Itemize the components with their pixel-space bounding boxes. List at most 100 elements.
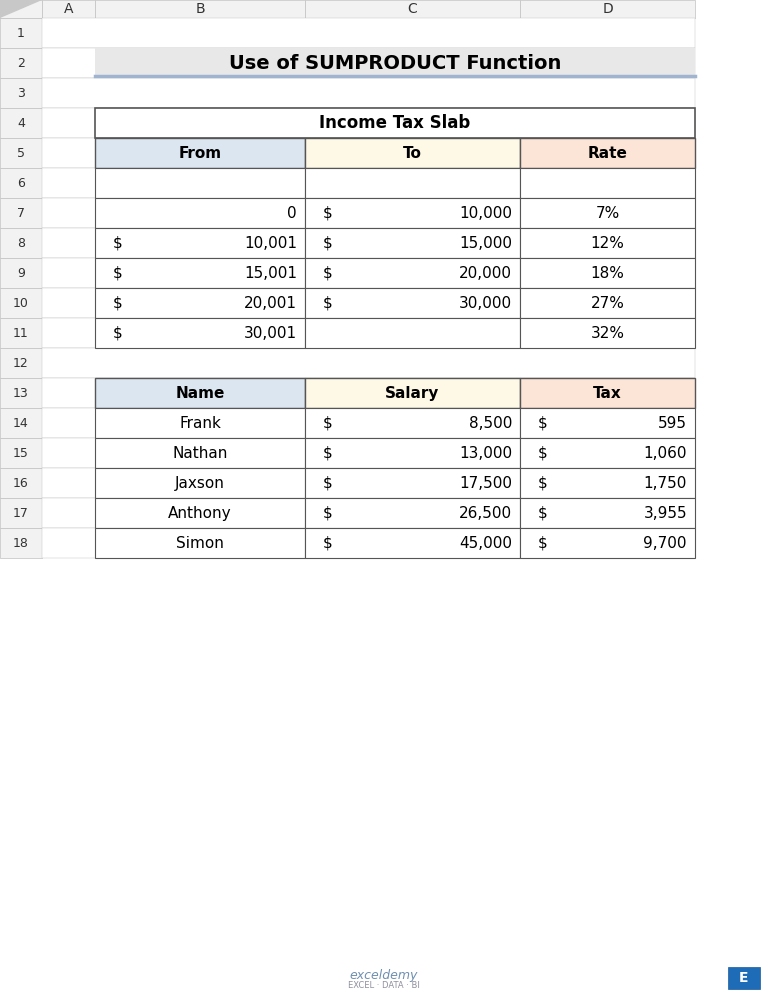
- Bar: [520, 378, 695, 408]
- Text: 15,001: 15,001: [244, 265, 297, 281]
- Text: D: D: [602, 2, 613, 16]
- Bar: [0, 318, 42, 348]
- Text: Anthony: Anthony: [168, 505, 232, 520]
- Text: 7: 7: [17, 207, 25, 219]
- Bar: [95, 378, 305, 408]
- Bar: [520, 258, 695, 288]
- Text: $: $: [113, 296, 123, 311]
- Text: 8,500: 8,500: [468, 415, 512, 431]
- Bar: [42, 348, 695, 378]
- Text: C: C: [408, 2, 417, 16]
- Text: 5: 5: [17, 147, 25, 160]
- Bar: [95, 138, 305, 168]
- Bar: [305, 378, 520, 408]
- Bar: [42, 198, 695, 228]
- Bar: [95, 228, 305, 258]
- Text: Tax: Tax: [593, 385, 622, 400]
- Text: exceldemy: exceldemy: [349, 968, 419, 981]
- Bar: [305, 318, 520, 348]
- Text: 20,000: 20,000: [459, 265, 512, 281]
- Bar: [95, 468, 305, 498]
- Bar: [95, 498, 305, 528]
- Text: B: B: [195, 2, 205, 16]
- Bar: [95, 168, 305, 198]
- Bar: [95, 258, 305, 288]
- Text: 13: 13: [13, 386, 29, 399]
- Bar: [42, 168, 695, 198]
- Bar: [95, 408, 305, 438]
- Bar: [305, 468, 520, 498]
- Text: $: $: [323, 415, 333, 431]
- Bar: [520, 138, 695, 168]
- Bar: [0, 138, 42, 168]
- Text: 0: 0: [287, 206, 297, 220]
- Text: 26,500: 26,500: [458, 505, 512, 520]
- Bar: [0, 0, 42, 18]
- Bar: [305, 528, 520, 558]
- Bar: [520, 198, 695, 228]
- Bar: [305, 168, 520, 198]
- Text: Name: Name: [175, 385, 225, 400]
- Text: 4: 4: [17, 116, 25, 129]
- Text: 15: 15: [13, 447, 29, 460]
- Text: 18: 18: [13, 536, 29, 549]
- Text: 16: 16: [13, 477, 29, 490]
- Bar: [0, 108, 42, 138]
- Text: Nathan: Nathan: [172, 446, 227, 461]
- Text: 6: 6: [17, 177, 25, 190]
- Bar: [520, 408, 695, 438]
- Text: 13,000: 13,000: [458, 446, 512, 461]
- Bar: [42, 378, 695, 408]
- Bar: [305, 228, 520, 258]
- Bar: [95, 198, 305, 228]
- Bar: [42, 258, 695, 288]
- Bar: [520, 468, 695, 498]
- Text: 10: 10: [13, 297, 29, 310]
- Bar: [0, 528, 42, 558]
- Text: 10,001: 10,001: [244, 235, 297, 250]
- Text: 30,001: 30,001: [244, 326, 297, 341]
- Bar: [0, 78, 42, 108]
- Bar: [42, 528, 695, 558]
- Bar: [42, 498, 695, 528]
- Bar: [42, 408, 695, 438]
- Text: 30,000: 30,000: [458, 296, 512, 311]
- Text: 27%: 27%: [591, 296, 624, 311]
- Text: $: $: [323, 446, 333, 461]
- Text: To: To: [403, 146, 422, 161]
- Text: Simon: Simon: [176, 535, 224, 550]
- Text: 12: 12: [13, 356, 29, 369]
- Bar: [95, 0, 305, 18]
- Bar: [42, 228, 695, 258]
- Text: 11: 11: [13, 327, 29, 340]
- Bar: [42, 468, 695, 498]
- Text: $: $: [113, 265, 123, 281]
- Bar: [305, 258, 520, 288]
- Text: $: $: [538, 415, 548, 431]
- Bar: [520, 318, 695, 348]
- Text: 1,750: 1,750: [644, 476, 687, 491]
- Bar: [0, 228, 42, 258]
- Bar: [42, 0, 95, 18]
- Bar: [42, 288, 695, 318]
- Text: $: $: [538, 446, 548, 461]
- Text: 20,001: 20,001: [244, 296, 297, 311]
- Text: $: $: [323, 265, 333, 281]
- Bar: [0, 498, 42, 528]
- Bar: [520, 168, 695, 198]
- Text: 595: 595: [658, 415, 687, 431]
- Text: 3,955: 3,955: [644, 505, 687, 520]
- Text: $: $: [323, 206, 333, 220]
- Text: 7%: 7%: [595, 206, 620, 220]
- Bar: [305, 138, 520, 168]
- Text: 2: 2: [17, 57, 25, 70]
- Bar: [305, 198, 520, 228]
- Text: 15,000: 15,000: [459, 235, 512, 250]
- Text: Frank: Frank: [179, 415, 221, 431]
- Bar: [42, 318, 695, 348]
- Text: 45,000: 45,000: [459, 535, 512, 550]
- Text: From: From: [178, 146, 221, 161]
- Text: $: $: [538, 476, 548, 491]
- Bar: [520, 288, 695, 318]
- Bar: [0, 348, 42, 378]
